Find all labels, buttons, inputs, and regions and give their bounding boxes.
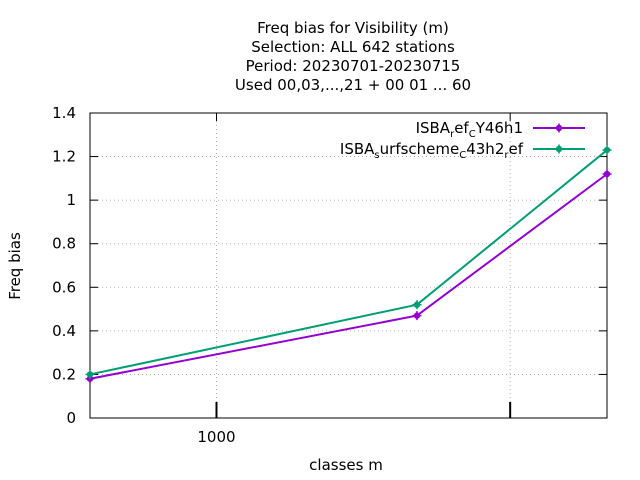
y-tick-label: 0.4 <box>52 322 76 340</box>
y-tick-label: 1.2 <box>52 148 76 166</box>
x-tick-label: 1000 <box>197 428 235 446</box>
plot-frame <box>89 112 608 419</box>
legend-label-part: r <box>504 150 509 161</box>
title-line: Period: 20230701-20230715 <box>246 57 461 75</box>
legend-label-part: Y46h1 <box>475 119 523 137</box>
data-point <box>602 145 612 155</box>
series-line-2 <box>89 149 608 376</box>
legend-label-part: ef <box>454 119 469 137</box>
legend-label-part: C <box>469 129 476 140</box>
y-tick-label: 0 <box>66 409 76 427</box>
x-axis-label: classes m <box>309 456 383 474</box>
data-point <box>602 169 612 179</box>
data-point <box>412 300 422 310</box>
legend-label-part: urfscheme <box>380 140 460 158</box>
legend-label-part: r <box>450 129 455 140</box>
legend-label-part: ISBA <box>340 140 375 158</box>
y-tick-label: 0.6 <box>52 278 76 296</box>
series-lines <box>85 145 612 384</box>
legend-label-part: s <box>374 150 379 161</box>
data-point <box>85 369 95 379</box>
title-line: Selection: ALL 642 stations <box>251 38 455 56</box>
title-line: Freq bias for Visibility (m) <box>257 19 449 37</box>
legend-label-part: C <box>459 150 466 161</box>
series-line-1 <box>89 173 608 380</box>
y-tick-label: 1 <box>66 191 76 209</box>
legend-label: ISBAsurfschemeC43h2ref <box>340 140 524 161</box>
axis-ticks: 0 0.2 0.4 0.6 0.8 1 1.2 1.4 1000 <box>52 104 607 446</box>
legend-label-part: ef <box>508 140 523 158</box>
legend-label: ISBArefCY46h1 <box>416 119 523 140</box>
legend-marker <box>554 144 564 154</box>
legend-marker <box>554 123 564 133</box>
y-tick-label: 1.4 <box>52 104 76 122</box>
y-tick-label: 0.2 <box>52 365 76 383</box>
title-line: Used 00,03,...,21 + 00 01 ... 60 <box>235 76 471 94</box>
legend-label-part: 43h2 <box>466 140 504 158</box>
legend-label-part: ISBA <box>416 119 451 137</box>
y-tick-label: 0.8 <box>52 235 76 253</box>
chart-title: Freq bias for Visibility (m)Selection: A… <box>235 19 471 94</box>
data-point <box>412 311 422 321</box>
y-axis-label: Freq bias <box>6 232 24 300</box>
grid-lines <box>90 113 607 418</box>
